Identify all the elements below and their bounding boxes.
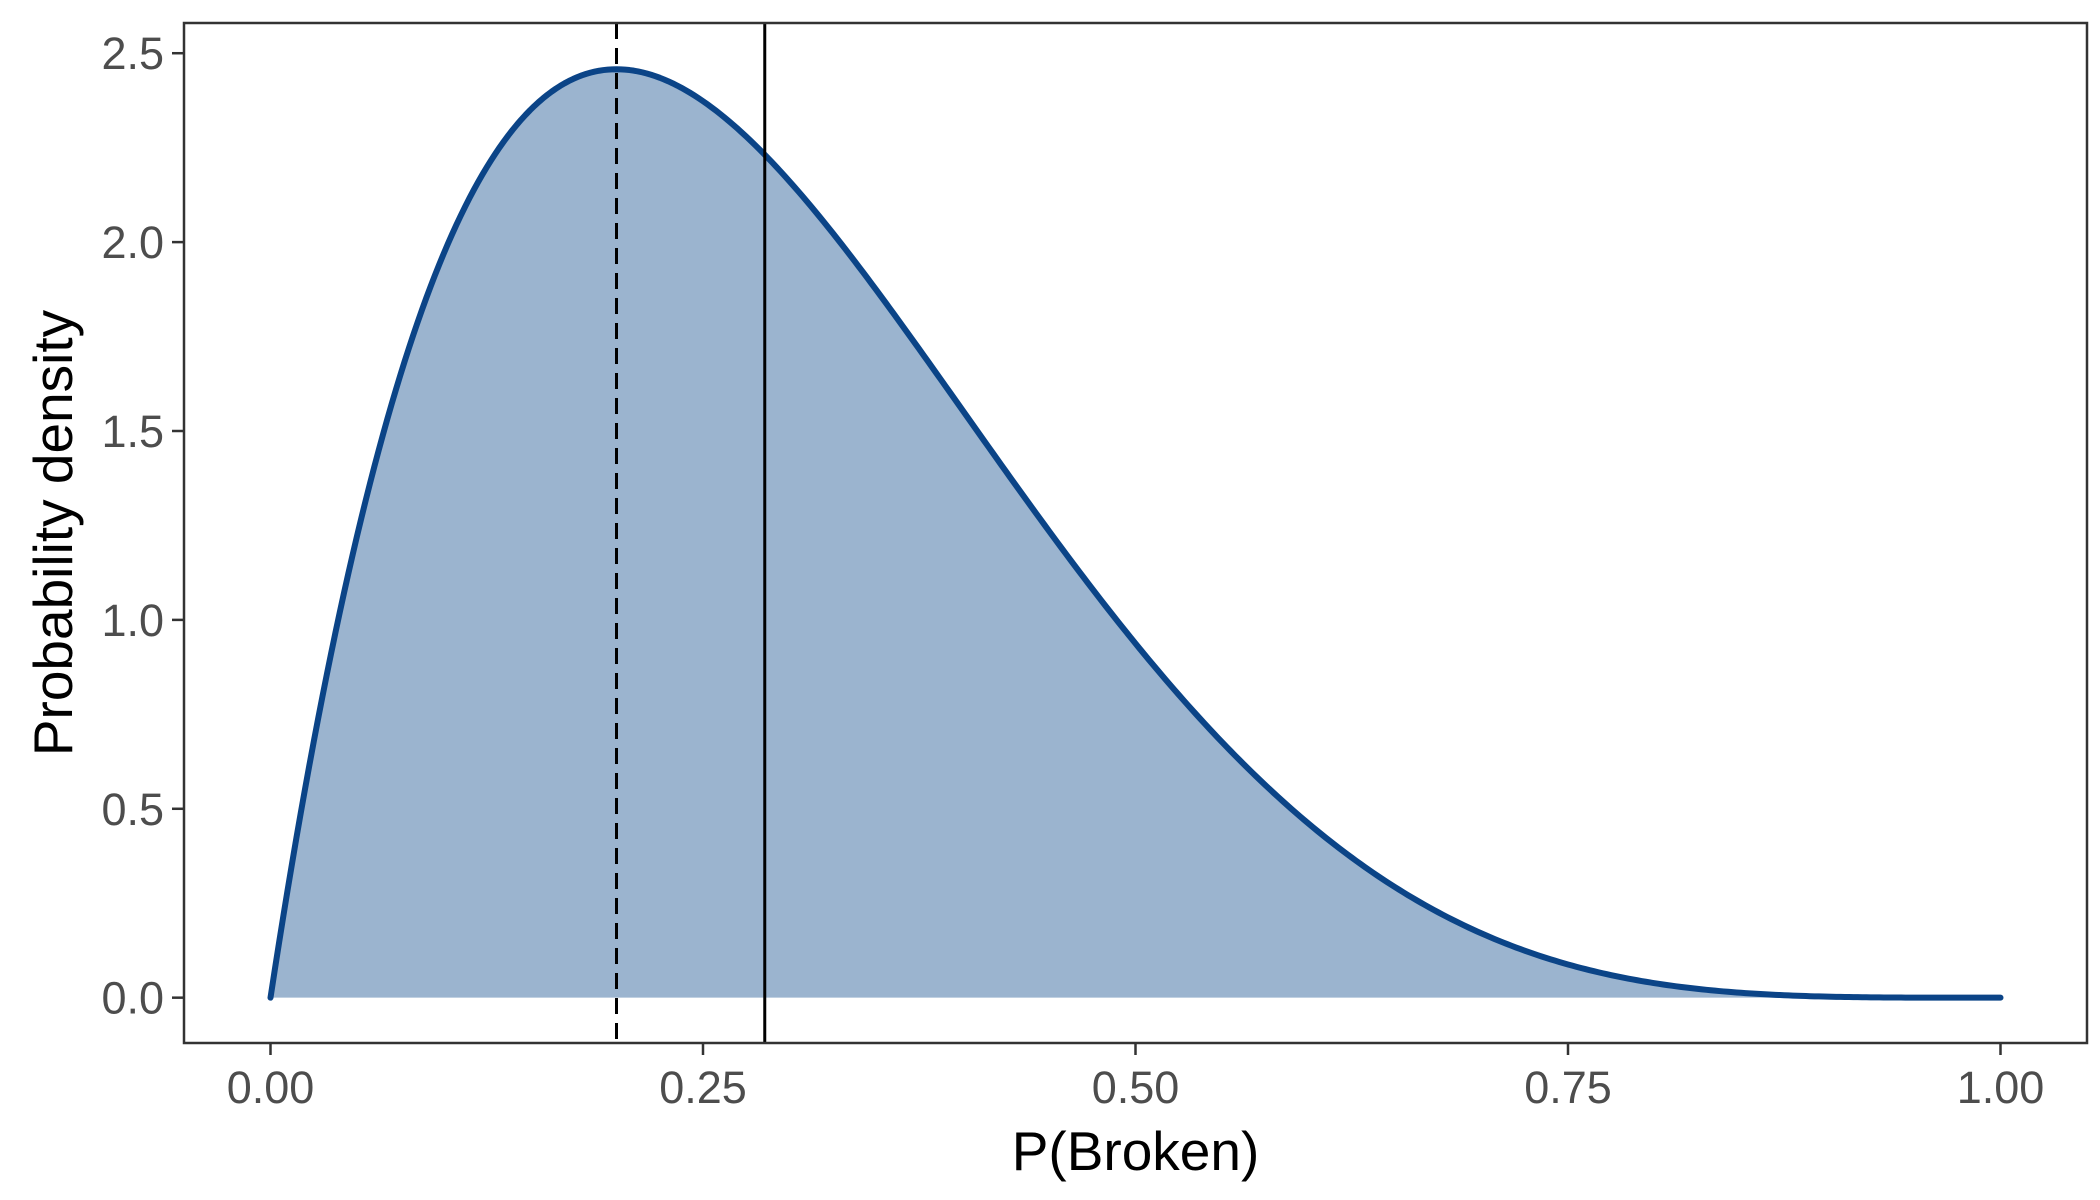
x-tick-label: 0.00: [227, 1062, 315, 1113]
y-tick-label: 0.5: [101, 784, 164, 835]
y-axis-title: Probability density: [22, 309, 84, 756]
x-axis-title: P(Broken): [1012, 1120, 1260, 1182]
axes: 0.00 0.25 0.50 0.75 1.00 0.0 0.5 1.0 1.5 2.0 2.5: [101, 21, 2089, 1113]
y-tick-label: 2.0: [101, 217, 164, 268]
x-tick-label: 0.50: [1092, 1062, 1180, 1113]
plot-area: [267, 23, 2004, 1043]
density-curve-0: [267, 66, 2004, 1001]
y-tick-label: 1.0: [101, 595, 164, 646]
y-tick-label: 2.5: [101, 28, 164, 79]
density-area-0: [270, 69, 2001, 998]
y-tick-label: 0.0: [101, 973, 164, 1024]
x-tick-label: 0.75: [1524, 1062, 1612, 1113]
x-tick-label: 0.25: [659, 1062, 747, 1113]
y-tick-label: 1.5: [101, 406, 164, 457]
x-tick-label: 1.00: [1957, 1062, 2045, 1113]
